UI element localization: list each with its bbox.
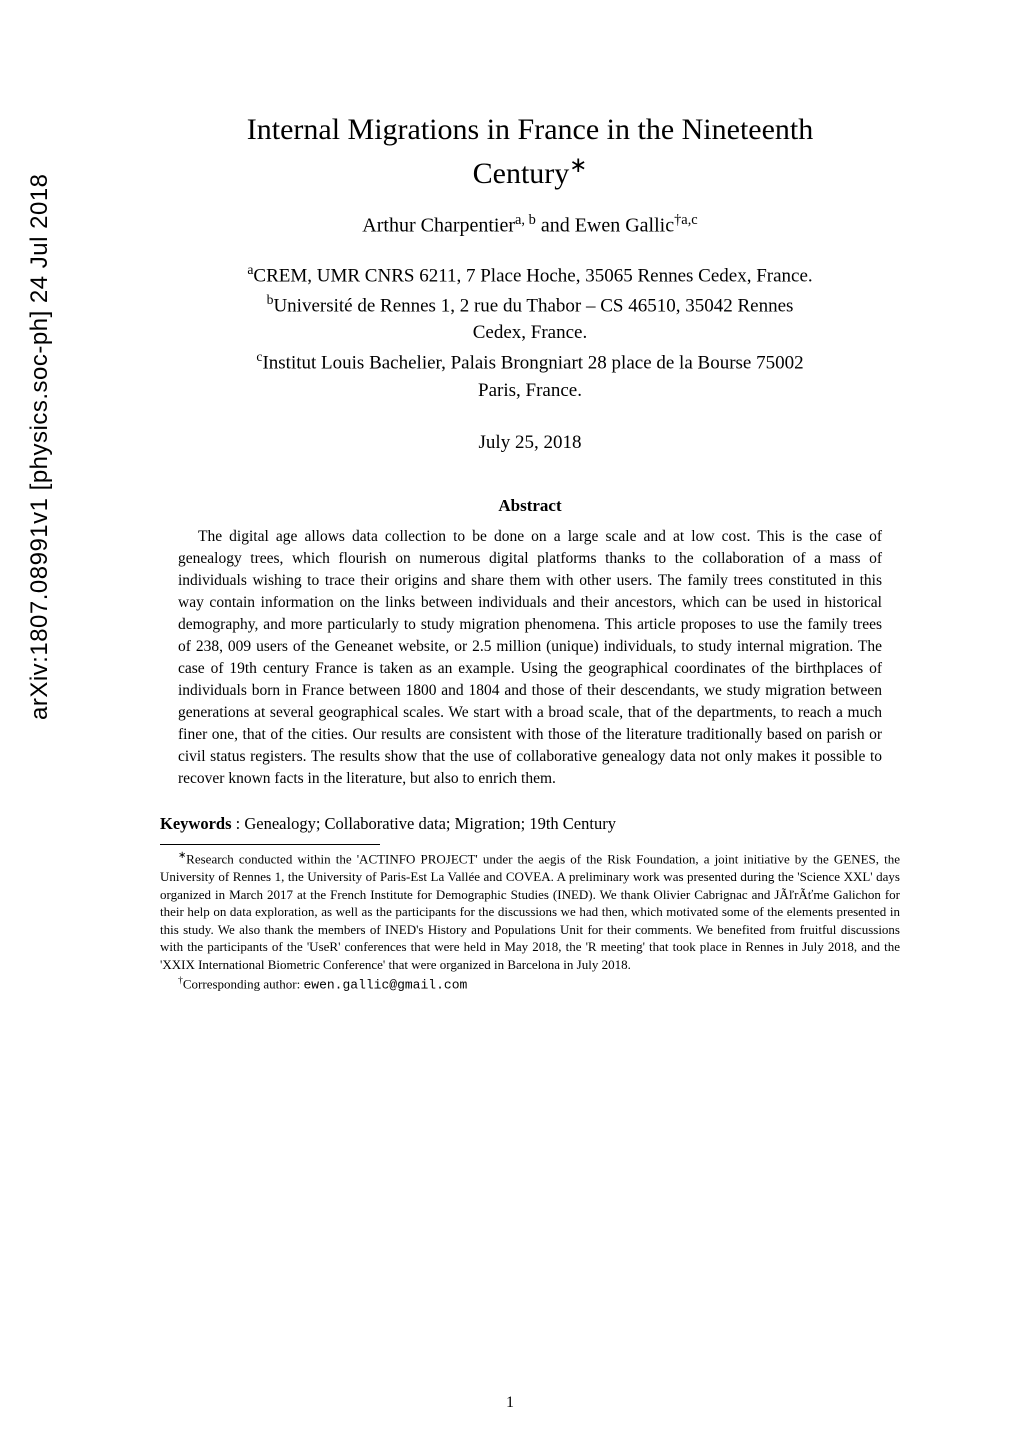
affiliation-a: aCREM, UMR CNRS 6211, 7 Place Hoche, 350…	[120, 260, 940, 290]
abstract-heading: Abstract	[120, 496, 940, 516]
keywords-line: Keywords : Genealogy; Collaborative data…	[160, 814, 900, 834]
footnote-2: †Corresponding author: ewen.gallic@gmail…	[160, 974, 900, 994]
page-content: Internal Migrations in France in the Nin…	[120, 0, 940, 993]
title-line-2: Century	[473, 157, 570, 190]
footnote-rule	[160, 844, 380, 845]
paper-date: July 25, 2018	[120, 432, 940, 454]
affil-c-text-l2: Paris, France.	[478, 380, 582, 401]
arxiv-date: 24 Jul 2018	[26, 173, 53, 303]
affiliations-block: aCREM, UMR CNRS 6211, 7 Place Hoche, 350…	[120, 260, 940, 405]
footnote-1-mark: ∗	[178, 850, 186, 861]
arxiv-id: arXiv:1807.08991v1	[26, 498, 53, 721]
keywords-text: Genealogy; Collaborative data; Migration…	[244, 814, 616, 833]
affil-b-text-l1: Université de Rennes 1, 2 rue du Thabor …	[273, 295, 793, 316]
author-1-name: Arthur Charpentier	[362, 215, 515, 237]
affil-c-text-l1: Institut Louis Bachelier, Palais Brongni…	[262, 352, 803, 373]
authors-joiner: and	[536, 215, 575, 237]
keywords-sep: :	[232, 814, 245, 833]
authors-line: Arthur Charpentiera, b and Ewen Gallic†a…	[120, 212, 940, 238]
affiliation-c: cInstitut Louis Bachelier, Palais Brongn…	[120, 347, 940, 404]
title-footmark: ∗	[569, 153, 587, 177]
arxiv-category: [physics.soc-ph]	[26, 310, 53, 490]
author-2-affil-sup: †a,c	[674, 212, 698, 228]
affil-a-text: CREM, UMR CNRS 6211, 7 Place Hoche, 3506…	[253, 265, 812, 286]
paper-title: Internal Migrations in France in the Nin…	[120, 110, 940, 194]
abstract-body: The digital age allows data collection t…	[178, 526, 882, 790]
author-1-affil-sup: a, b	[515, 212, 536, 228]
title-line-1: Internal Migrations in France in the Nin…	[247, 113, 814, 146]
affil-b-text-l2: Cedex, France.	[473, 322, 587, 343]
page-number: 1	[0, 1394, 1020, 1412]
footnote-1: ∗Research conducted within the 'ACTINFO …	[160, 849, 900, 973]
affiliation-b: bUniversité de Rennes 1, 2 rue du Thabor…	[120, 290, 940, 347]
author-2-name: Ewen Gallic	[575, 215, 674, 237]
footnote-2-email: ewen.gallic@gmail.com	[303, 977, 467, 992]
keywords-label: Keywords	[160, 814, 232, 833]
footnote-1-text: Research conducted within the 'ACTINFO P…	[160, 852, 900, 972]
footnote-2-text: Corresponding author:	[183, 976, 304, 991]
arxiv-sidebar: arXiv:1807.08991v1 [physics.soc-ph] 24 J…	[26, 173, 54, 720]
